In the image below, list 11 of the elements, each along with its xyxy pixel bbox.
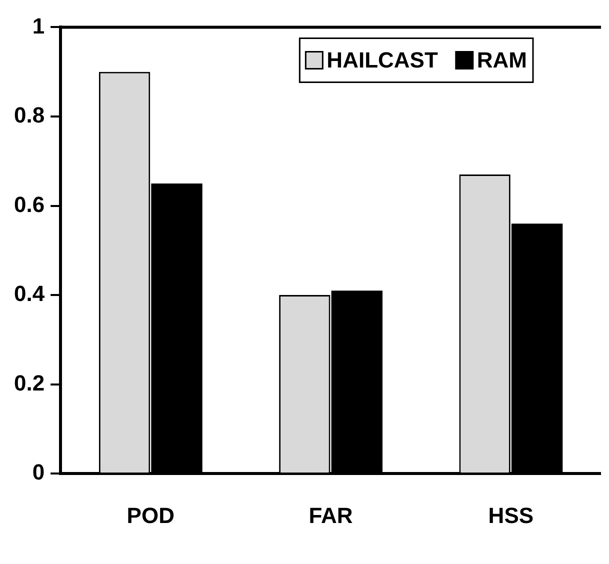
x-tick-label: POD bbox=[126, 502, 174, 528]
y-tick-label: 0.4 bbox=[14, 281, 46, 306]
x-tick-label: FAR bbox=[308, 502, 353, 528]
y-tick-label: 0 bbox=[32, 460, 45, 485]
legend-label: HAILCAST bbox=[326, 47, 438, 72]
legend-label: RAM bbox=[476, 47, 528, 72]
y-tick-label: 0.6 bbox=[14, 192, 45, 217]
y-tick-label: 1 bbox=[32, 13, 45, 38]
x-tick-label: HSS bbox=[488, 502, 534, 528]
y-tick-label: 0.8 bbox=[14, 102, 45, 128]
y-tick-label: 0.2 bbox=[14, 370, 45, 396]
